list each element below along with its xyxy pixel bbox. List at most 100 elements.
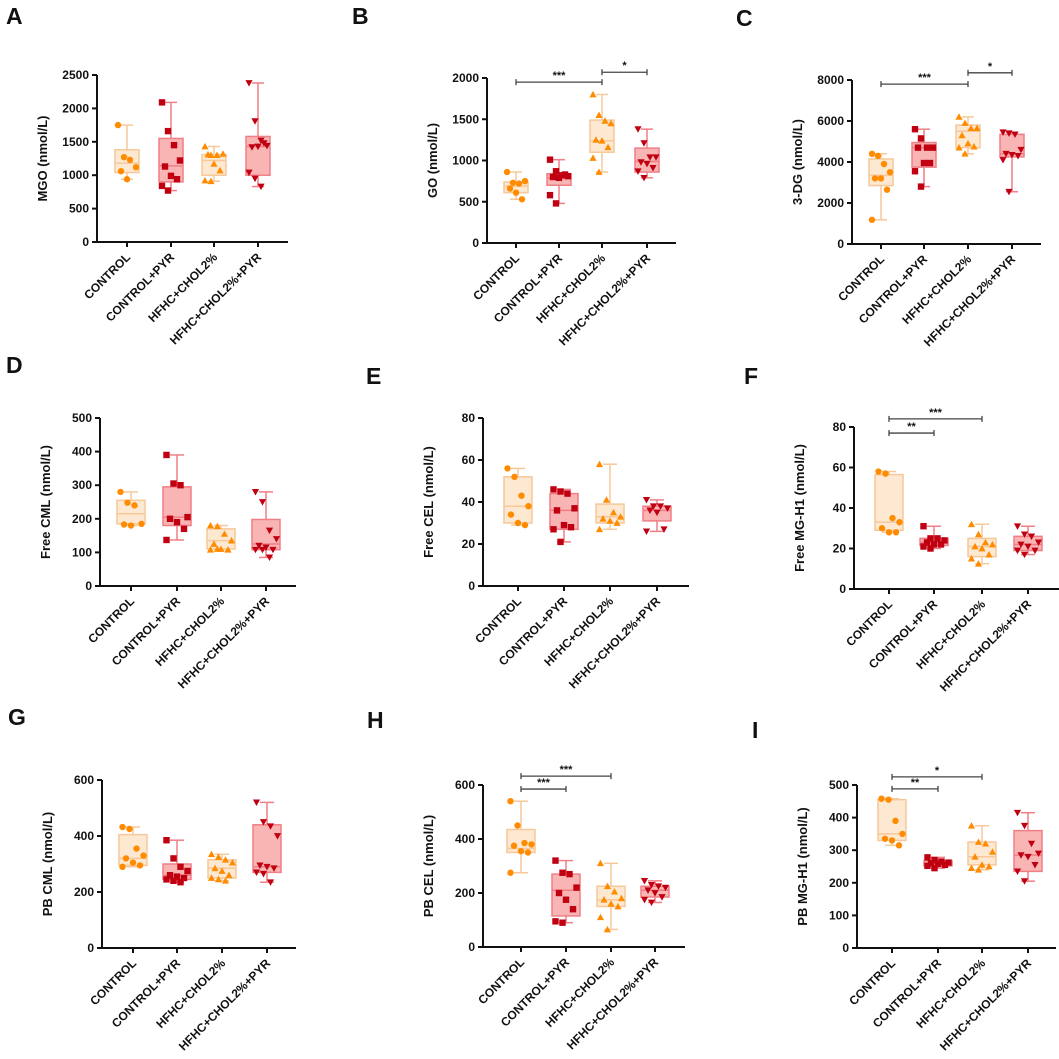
data-point bbox=[254, 143, 262, 151]
data-point bbox=[642, 497, 651, 504]
data-point bbox=[158, 99, 166, 106]
data-point bbox=[888, 837, 896, 844]
data-point bbox=[512, 189, 520, 196]
data-point bbox=[119, 823, 126, 831]
panel-label: H bbox=[367, 707, 384, 733]
y-tick-label: 0 bbox=[837, 237, 844, 251]
x-category-label: HFHC+CHOL2%+PYR bbox=[556, 251, 653, 348]
data-point bbox=[640, 140, 648, 147]
data-point bbox=[886, 169, 894, 176]
y-tick-label: 40 bbox=[833, 501, 847, 515]
data-point bbox=[252, 869, 261, 876]
y-tick-label: 4000 bbox=[817, 155, 844, 169]
data-point bbox=[924, 854, 931, 861]
data-point bbox=[649, 165, 657, 172]
data-point bbox=[164, 127, 172, 135]
y-tick-label: 0 bbox=[468, 940, 475, 954]
data-point bbox=[640, 174, 648, 182]
data-point bbox=[914, 144, 922, 151]
data-point bbox=[176, 157, 184, 164]
data-point bbox=[595, 460, 604, 468]
data-point bbox=[911, 168, 919, 175]
data-point bbox=[895, 842, 903, 849]
data-point bbox=[1034, 850, 1043, 858]
data-point bbox=[596, 859, 605, 867]
data-point bbox=[518, 196, 526, 203]
data-point bbox=[920, 543, 927, 550]
data-point bbox=[201, 176, 209, 184]
y-tick-label: 60 bbox=[833, 461, 847, 475]
y-tick-label: 0 bbox=[842, 941, 849, 955]
data-point bbox=[589, 154, 597, 161]
data-point bbox=[937, 541, 945, 548]
data-point bbox=[265, 554, 274, 562]
data-point bbox=[653, 509, 661, 517]
data-point bbox=[555, 174, 563, 182]
data-point bbox=[941, 537, 948, 544]
data-point bbox=[163, 536, 170, 544]
data-point bbox=[640, 896, 649, 904]
data-point bbox=[596, 913, 605, 921]
data-point bbox=[170, 141, 178, 149]
data-point bbox=[555, 889, 563, 897]
y-axis-title: Free CML (nmol/L) bbox=[38, 445, 53, 559]
data-point bbox=[878, 795, 885, 802]
data-point bbox=[609, 508, 618, 516]
data-point bbox=[245, 169, 253, 177]
data-point bbox=[955, 144, 963, 151]
data-point bbox=[595, 525, 604, 533]
x-category-label: HFHC+CHOL2%+PYR bbox=[937, 956, 1034, 1053]
data-point bbox=[503, 168, 511, 176]
data-point bbox=[660, 526, 668, 533]
panel-label: E bbox=[366, 363, 381, 389]
significance-label: *** bbox=[918, 72, 932, 84]
data-point bbox=[131, 502, 138, 509]
data-point bbox=[640, 877, 649, 885]
data-point bbox=[514, 519, 522, 527]
data-point bbox=[874, 152, 882, 160]
y-axis-title: PB CEL (nmol/L) bbox=[421, 815, 436, 917]
data-point bbox=[140, 852, 147, 859]
y-tick-label: 40 bbox=[462, 495, 476, 509]
data-point bbox=[252, 799, 261, 806]
y-axis-title: Free MG-H1 (nmol/L) bbox=[792, 444, 807, 572]
data-point bbox=[550, 486, 557, 493]
data-point bbox=[265, 527, 274, 535]
data-point bbox=[607, 900, 615, 907]
y-tick-label: 2000 bbox=[452, 71, 479, 85]
data-point bbox=[177, 863, 184, 870]
data-point bbox=[656, 503, 665, 510]
data-point bbox=[123, 176, 131, 183]
y-tick-label: 0 bbox=[468, 579, 475, 593]
data-point bbox=[504, 465, 511, 472]
data-point bbox=[896, 518, 903, 526]
y-tick-label: 200 bbox=[74, 885, 94, 899]
data-point bbox=[974, 838, 983, 845]
data-point bbox=[227, 537, 236, 544]
data-point bbox=[1017, 146, 1025, 154]
y-axis-title: PB CML (nmol/L) bbox=[40, 812, 55, 916]
data-point bbox=[507, 869, 514, 876]
data-point bbox=[549, 173, 557, 181]
data-point bbox=[553, 507, 561, 514]
data-point bbox=[881, 835, 889, 842]
data-point bbox=[510, 842, 518, 849]
box-iqr bbox=[116, 499, 146, 525]
data-point bbox=[988, 848, 997, 855]
data-point bbox=[272, 536, 281, 543]
data-point bbox=[970, 143, 978, 150]
data-point bbox=[923, 144, 931, 151]
panel-label: B bbox=[352, 3, 369, 29]
data-point bbox=[163, 876, 170, 883]
data-point bbox=[634, 168, 642, 175]
data-point bbox=[170, 877, 177, 884]
data-point bbox=[634, 126, 642, 133]
y-tick-label: 2000 bbox=[62, 101, 89, 115]
data-point bbox=[221, 856, 230, 863]
data-point bbox=[964, 139, 972, 147]
data-point bbox=[1008, 151, 1016, 159]
data-point bbox=[210, 160, 218, 167]
data-point bbox=[559, 919, 566, 926]
